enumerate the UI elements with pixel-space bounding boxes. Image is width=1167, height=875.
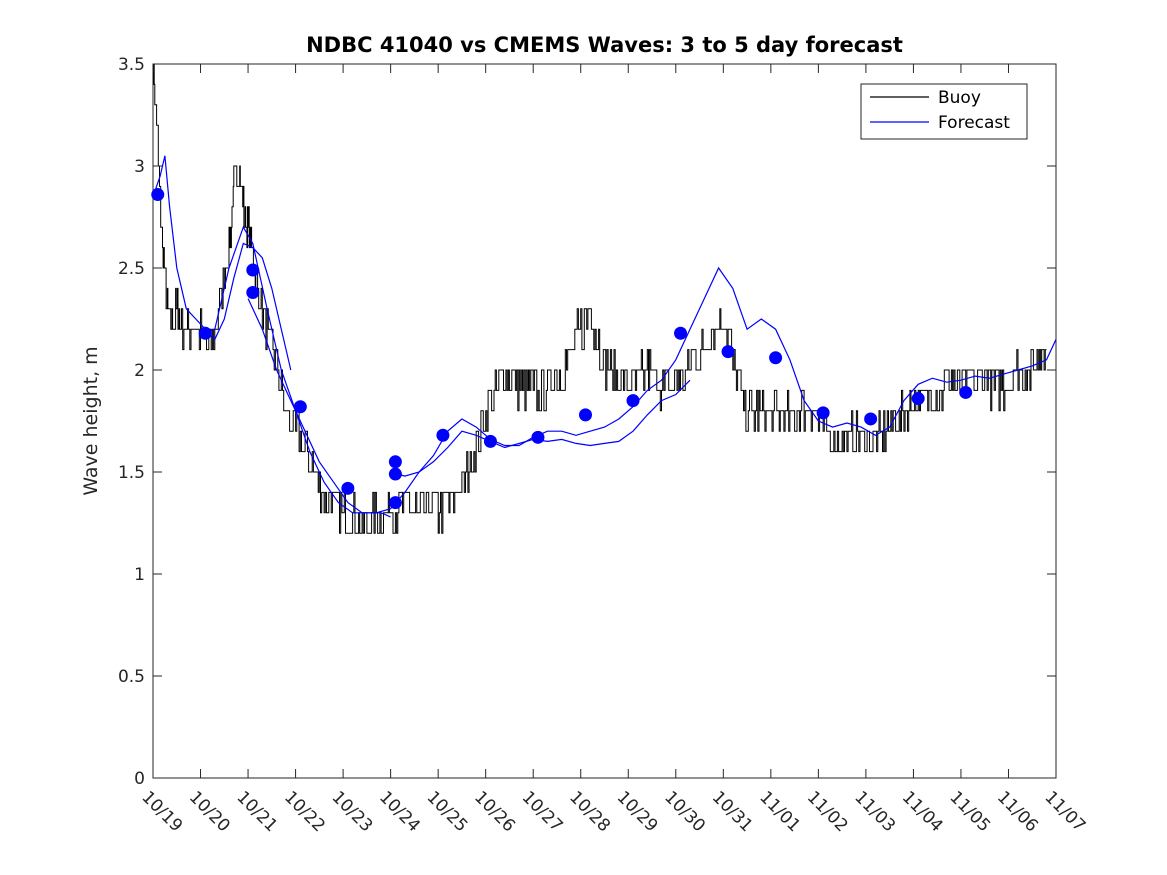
forecast-point-marker (531, 430, 545, 444)
x-tick-label: 10/20 (185, 787, 234, 836)
x-tick-label: 10/25 (423, 787, 472, 836)
forecast-point-marker (388, 496, 402, 510)
legend: Buoy Forecast (860, 83, 1028, 140)
legend-forecast-label: Forecast (938, 113, 1010, 133)
forecast-point-marker (864, 412, 878, 426)
forecast-point-marker (959, 385, 973, 399)
x-tick-label: 11/06 (993, 787, 1042, 836)
x-tick-label: 10/19 (137, 787, 186, 836)
x-tick-label: 10/27 (518, 787, 567, 836)
y-tick-label: 1 (134, 565, 145, 585)
forecast-point-marker (626, 394, 640, 408)
forecast-point-marker (436, 428, 450, 442)
x-tick-label: 11/03 (850, 787, 899, 836)
forecast-point-marker (911, 392, 925, 406)
x-tick-label: 10/24 (375, 787, 424, 836)
forecast-point-marker (674, 326, 688, 340)
y-tick-label: 0 (134, 769, 145, 789)
plot-area (151, 63, 1057, 779)
forecast-point-marker (198, 326, 212, 340)
legend-buoy-label: Buoy (938, 88, 981, 108)
x-tick-label: 11/01 (755, 787, 804, 836)
x-tick-label: 10/31 (708, 787, 757, 836)
y-tick-label: 3 (134, 157, 145, 177)
forecast-point-marker (388, 455, 402, 469)
forecast-point-marker (246, 263, 260, 277)
forecast-point-marker (483, 434, 497, 448)
y-axis-ticks: 0 0.5 1 1.5 2 2.5 3 3.5 (118, 55, 1056, 789)
forecast-point-marker (151, 188, 165, 202)
x-tick-label: 10/23 (328, 787, 377, 836)
forecast-series-line (152, 155, 292, 371)
x-tick-label: 10/22 (280, 787, 329, 836)
forecast-point-marker (769, 351, 783, 365)
y-tick-label: 2 (134, 361, 145, 381)
forecast-point-marker (293, 400, 307, 414)
y-axis-label: Wave height, m (80, 346, 102, 495)
forecast-point-marker (246, 285, 260, 299)
forecast-point-marker (388, 467, 402, 481)
forecast-series-line (247, 298, 691, 514)
x-tick-label: 11/02 (803, 787, 852, 836)
forecast-point-marker (341, 481, 355, 495)
x-tick-label: 11/07 (1040, 787, 1089, 836)
y-tick-label: 0.5 (118, 667, 145, 687)
chart-title: NDBC 41040 vs CMEMS Waves: 3 to 5 day fo… (306, 33, 903, 57)
x-tick-label: 11/05 (945, 787, 994, 836)
y-tick-label: 1.5 (118, 463, 145, 483)
x-tick-label: 10/29 (613, 787, 662, 836)
x-tick-label: 10/21 (233, 787, 282, 836)
x-tick-label: 11/04 (898, 787, 947, 836)
forecast-point-marker (721, 345, 735, 359)
forecast-point-marker (816, 406, 830, 420)
marker-layer (151, 188, 973, 510)
x-tick-label: 10/28 (565, 787, 614, 836)
forecast-point-marker (578, 408, 592, 422)
y-tick-label: 2.5 (118, 259, 145, 279)
x-tick-label: 10/26 (470, 787, 519, 836)
forecast-series-line (390, 266, 1057, 477)
x-tick-label: 10/30 (660, 787, 709, 836)
y-tick-label: 3.5 (118, 55, 145, 75)
legend-box (860, 83, 1028, 140)
axes-box (152, 63, 1057, 779)
